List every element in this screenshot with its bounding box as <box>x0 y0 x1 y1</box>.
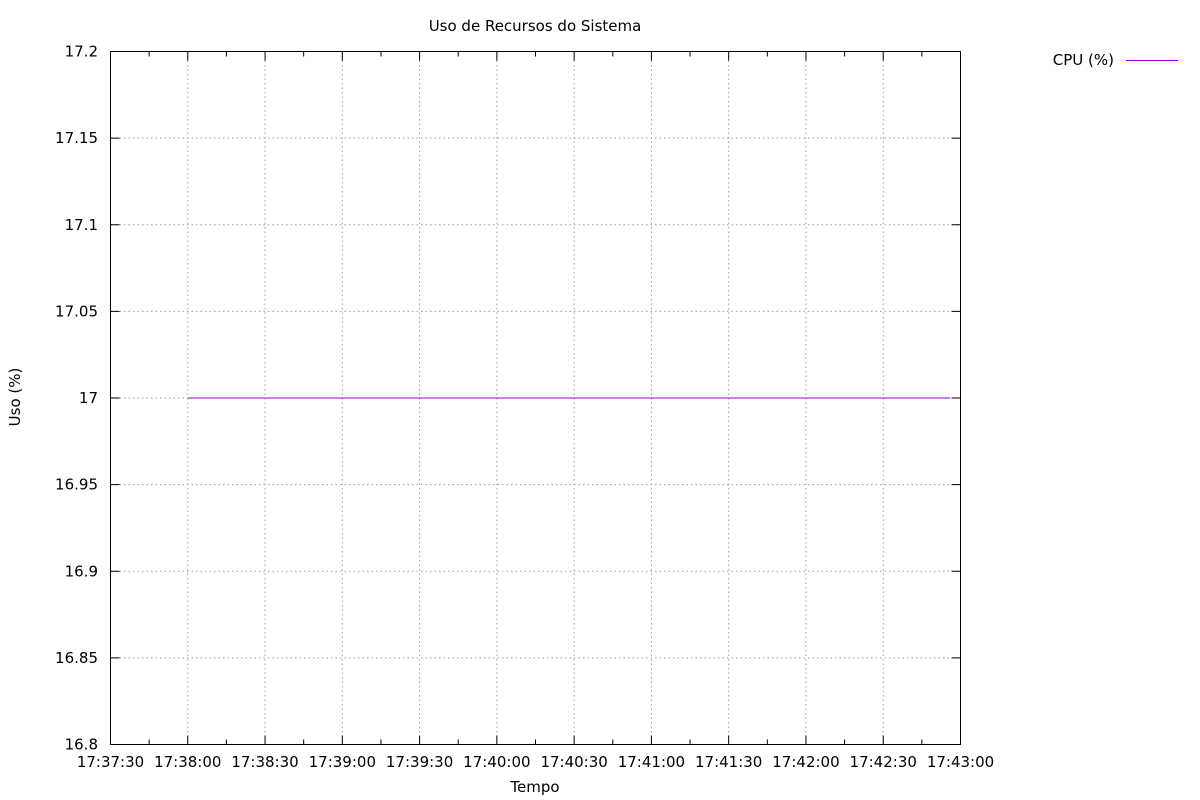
x-tick-label: 17:42:00 <box>772 753 839 771</box>
y-tick-label: 17.2 <box>65 43 98 61</box>
x-axis-tick-labels: 17:37:30 17:38:00 17:38:30 17:39:00 17:39:30… <box>77 753 994 771</box>
y-tick-label: 17.05 <box>55 302 98 320</box>
y-axis-tick-labels: 16.8 16.85 16.9 16.95 17 17.05 17.1 17.15 17.2 <box>55 43 98 754</box>
x-tick-label: 17:39:00 <box>309 753 376 771</box>
legend-label-cpu: CPU (%) <box>1053 51 1114 69</box>
x-tick-label: 17:38:30 <box>231 753 298 771</box>
x-tick-label: 17:40:30 <box>540 753 607 771</box>
y-tick-label: 16.85 <box>55 649 98 667</box>
axis-ticks <box>110 51 961 745</box>
y-tick-label: 16.8 <box>65 736 98 754</box>
y-tick-label: 16.9 <box>65 562 98 580</box>
x-tick-label: 17:40:00 <box>463 753 530 771</box>
x-tick-label: 17:37:30 <box>77 753 144 771</box>
x-tick-label: 17:39:30 <box>386 753 453 771</box>
x-tick-label: 17:42:30 <box>850 753 917 771</box>
x-tick-label: 17:41:30 <box>695 753 762 771</box>
y-tick-label: 17 <box>79 389 98 407</box>
x-axis-label: Tempo <box>509 778 559 796</box>
x-tick-label: 17:38:00 <box>154 753 221 771</box>
y-tick-label: 17.15 <box>55 129 98 147</box>
y-tick-label: 16.95 <box>55 476 98 494</box>
y-tick-label: 17.1 <box>65 216 98 234</box>
x-tick-label: 17:41:00 <box>618 753 685 771</box>
legend: CPU (%) <box>1053 51 1178 69</box>
x-tick-label: 17:43:00 <box>927 753 994 771</box>
chart-title: Uso de Recursos do Sistema <box>429 17 642 35</box>
y-axis-label: Uso (%) <box>6 368 24 427</box>
